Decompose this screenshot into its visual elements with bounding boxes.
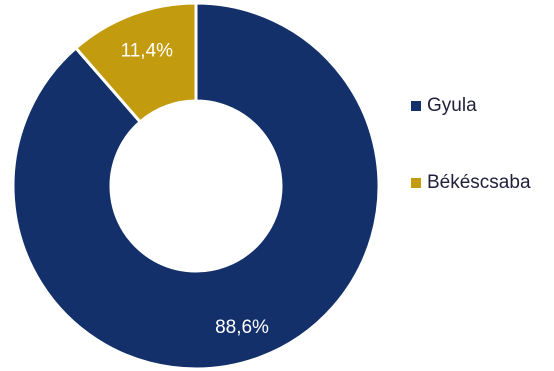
legend-item-gyula: Gyula [411, 92, 531, 120]
legend-label-gyula: Gyula [427, 95, 477, 116]
data-label-gyula: 88,6% [215, 317, 269, 338]
legend-swatch-bekescsaba [411, 178, 421, 188]
legend-label-bekescsaba: Békéscsaba [427, 172, 531, 193]
donut-slice-b-k-scsaba [74, 1, 198, 124]
data-label-b-k-scsaba: 11,4% [121, 40, 174, 61]
donut-slices [11, 1, 381, 371]
legend-swatch-gyula [411, 101, 421, 111]
legend-item-bekescsaba: Békéscsaba [411, 169, 531, 197]
chart-legend: Gyula Békéscsaba [411, 92, 531, 246]
donut-slice-gyula [11, 1, 381, 371]
donut-data-labels: 88,6% 11,4% [121, 40, 269, 338]
